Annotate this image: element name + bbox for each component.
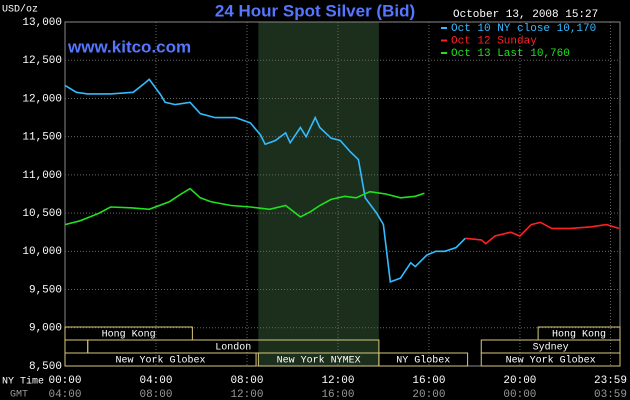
session-label: Hong Kong — [552, 330, 606, 341]
x-axis-label: NY Time — [2, 376, 44, 388]
x2-tick-label: 00:00 — [503, 389, 536, 400]
x-tick-label: 08:00 — [230, 375, 263, 387]
timestamp: October 13, 2008 15:27 — [453, 9, 598, 21]
x2-axis-label: GMT — [10, 390, 28, 400]
y-axis-label: USD/oz — [2, 4, 38, 16]
x-tick-label: 12:00 — [321, 375, 354, 387]
x2-tick-label: 03:59 — [594, 389, 627, 400]
plot-layer — [64, 21, 621, 367]
y-tick-label: 10,500 — [22, 208, 62, 220]
y-tick-label: 12,000 — [22, 93, 62, 105]
y-tick-label: 11,500 — [22, 132, 62, 144]
y-tick-label: 9,000 — [29, 323, 62, 335]
series-line — [465, 221, 620, 245]
x-tick-label: 00:00 — [48, 375, 81, 387]
x2-tick-label: 08:00 — [139, 389, 172, 400]
legend-label: Oct 12 Sunday — [451, 35, 537, 47]
session-label: New York Globex — [506, 355, 596, 367]
session-label: New York NYMEX — [277, 355, 361, 367]
x2-tick-label: 16:00 — [321, 389, 354, 400]
session-label: Hong Kong — [102, 330, 156, 341]
y-tick-label: 13,000 — [22, 17, 62, 29]
y-tick-label: 11,000 — [22, 170, 62, 182]
session-box — [378, 352, 469, 367]
x-tick-label: 04:00 — [139, 375, 172, 387]
session-label: New York Globex — [116, 355, 206, 367]
chart-title: 24 Hour Spot Silver (Bid) — [215, 1, 415, 20]
legend-label: Oct 13 Last 10,760 — [451, 48, 570, 60]
x-tick-label: 16:00 — [412, 375, 445, 387]
legend-label: Oct 10 NY close 10,170 — [451, 23, 596, 35]
shaded-span — [258, 22, 379, 366]
y-tick-label: 12,500 — [22, 55, 62, 67]
x-tick-label: 23:59 — [594, 375, 627, 387]
session-label: NY Globex — [396, 355, 450, 367]
y-tick-label: 9,500 — [29, 284, 62, 296]
x2-tick-label: 20:00 — [412, 389, 445, 400]
y-tick-label: 8,500 — [29, 361, 62, 373]
session-label: London — [215, 342, 251, 354]
y-tick-label: 10,000 — [22, 246, 62, 258]
x2-tick-label: 12:00 — [230, 389, 263, 400]
series-line — [64, 187, 425, 226]
session-box — [64, 352, 257, 367]
session-box — [480, 352, 621, 367]
source: www.kitco.com — [67, 37, 191, 56]
series-line — [64, 78, 466, 284]
x2-tick-label: 04:00 — [48, 389, 81, 400]
session-label: Sydney — [533, 342, 569, 354]
x-tick-label: 20:00 — [503, 375, 536, 387]
